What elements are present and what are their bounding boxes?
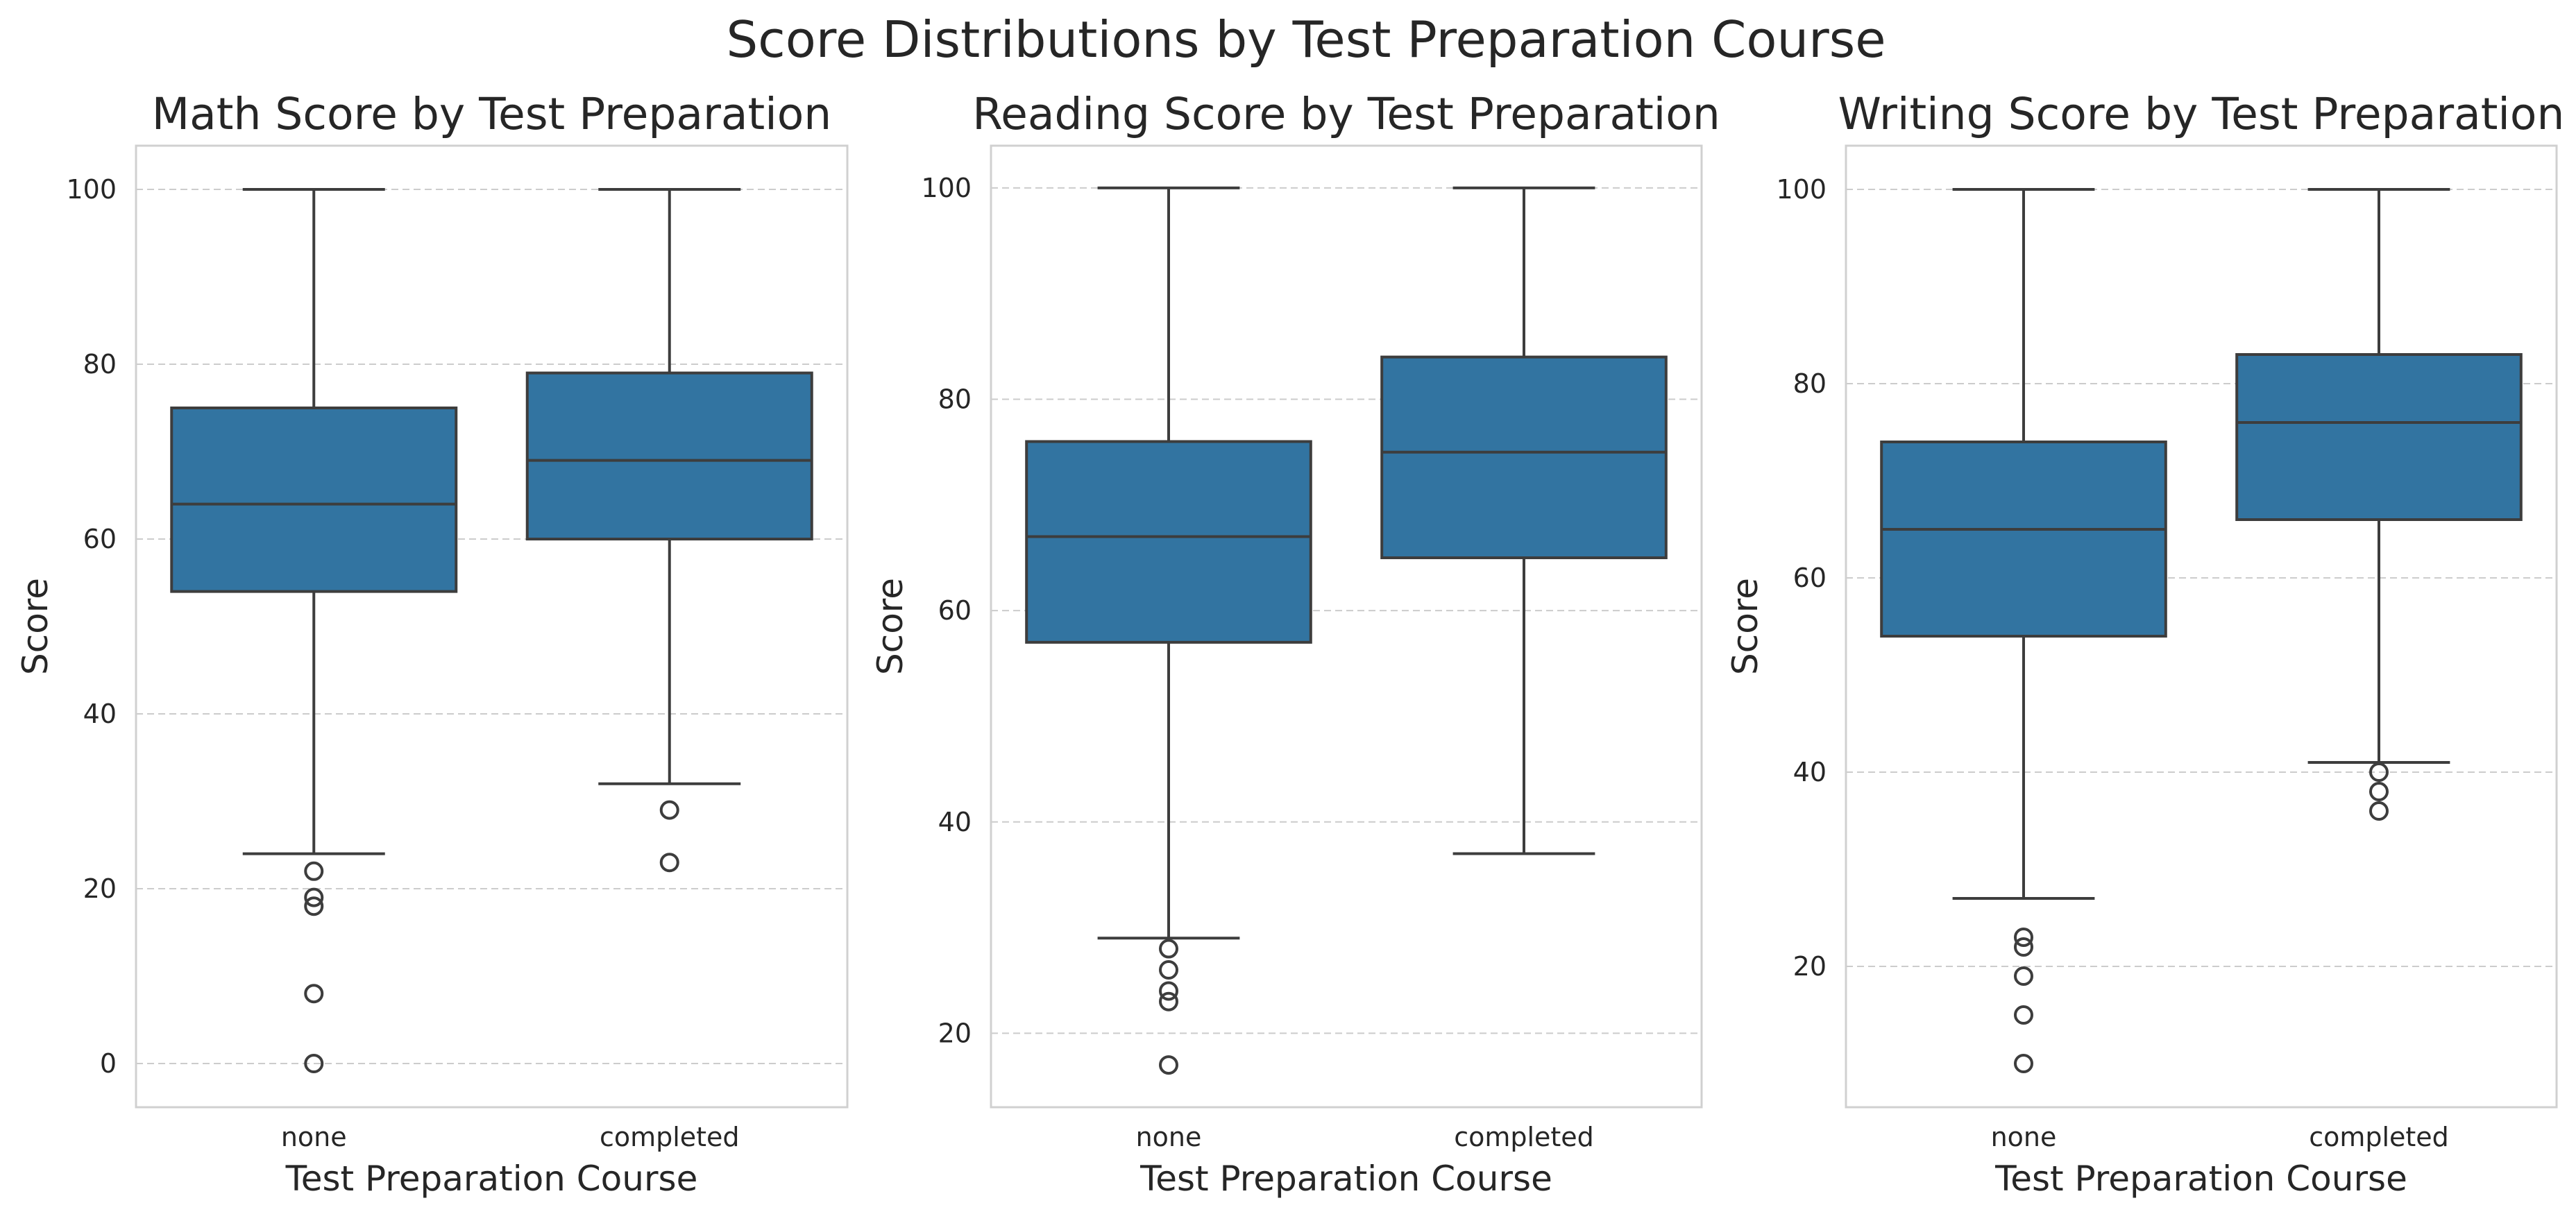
chart-title: Math Score by Test Preparation xyxy=(152,89,831,139)
chart-panel-1: 0 20 40 60 80 100 none completed Math Score by T… xyxy=(15,89,849,1199)
axes-frame xyxy=(1845,144,2558,1109)
iqr-box xyxy=(525,371,813,540)
x-tick-label: completed xyxy=(1454,1122,1594,1152)
y-tick-label: 0 xyxy=(100,1048,117,1079)
y-tick-label: 40 xyxy=(1793,757,1827,787)
outlier-point xyxy=(1159,1055,1178,1075)
chart-panels: 0 20 40 60 80 100 none completed Math Score by T… xyxy=(15,89,2564,1199)
outlier-point xyxy=(2369,762,2389,782)
box-completed xyxy=(2235,188,2523,821)
iqr-box xyxy=(1025,440,1312,644)
chart-title: Reading Score by Test Preparation xyxy=(972,89,1720,139)
y-tick-label: 100 xyxy=(66,174,117,205)
x-tick-label: completed xyxy=(2309,1122,2449,1152)
y-tick-label: 20 xyxy=(83,873,117,904)
outlier-point xyxy=(304,984,324,1004)
chart-panel-2: 20 40 60 80 100 none completed Reading Score by… xyxy=(870,89,1720,1199)
y-tick-label: 80 xyxy=(83,349,117,379)
box-none xyxy=(170,188,458,1073)
box-none xyxy=(1880,188,2167,1073)
x-axis-label: Test Preparation Course xyxy=(1139,1159,1552,1199)
outlier-point xyxy=(2369,782,2389,801)
outlier-point xyxy=(2014,1054,2033,1073)
outlier-point xyxy=(304,887,324,907)
box-completed xyxy=(1380,186,1668,855)
outlier-point xyxy=(304,861,324,881)
axes-frame xyxy=(135,144,849,1109)
y-tick-label: 100 xyxy=(921,173,972,203)
y-tick-label: 60 xyxy=(1793,563,1827,593)
y-tick-label: 100 xyxy=(1776,174,1827,205)
outlier-point xyxy=(304,1054,324,1073)
y-axis-label: Score xyxy=(15,578,56,675)
y-tick-label: 20 xyxy=(1793,951,1827,982)
outlier-point xyxy=(2014,928,2033,947)
outlier-point xyxy=(2014,966,2033,986)
y-axis-label: Score xyxy=(870,578,910,675)
outlier-point xyxy=(1159,981,1178,1001)
y-tick-label: 60 xyxy=(83,524,117,554)
outlier-point xyxy=(1159,960,1178,980)
x-axis-label: Test Preparation Course xyxy=(1994,1159,2407,1199)
iqr-box xyxy=(1880,441,2167,638)
chart-panel-3: 20 40 60 80 100 none completed Writing Score by… xyxy=(1725,89,2564,1199)
chart-title: Writing Score by Test Preparation xyxy=(1838,89,2565,139)
figure-suptitle: Score Distributions by Test Preparation … xyxy=(726,10,1886,69)
y-axis-label: Score xyxy=(1725,578,1765,675)
x-tick-label: none xyxy=(281,1122,347,1152)
outlier-point xyxy=(304,896,324,916)
y-tick-label: 80 xyxy=(938,384,972,415)
box-completed xyxy=(525,188,813,873)
x-axis-label: Test Preparation Course xyxy=(285,1159,698,1199)
box-none xyxy=(1025,186,1312,1075)
axes-frame xyxy=(990,144,1703,1109)
iqr-box xyxy=(1380,355,1668,559)
x-tick-label: completed xyxy=(600,1122,740,1152)
outlier-point xyxy=(659,800,679,820)
y-tick-label: 40 xyxy=(83,699,117,729)
outlier-point xyxy=(2369,801,2389,821)
x-tick-label: none xyxy=(1136,1122,1202,1152)
outlier-point xyxy=(1159,939,1178,959)
x-tick-label: none xyxy=(1991,1122,2057,1152)
iqr-box xyxy=(2235,353,2523,521)
y-tick-label: 60 xyxy=(938,595,972,626)
outlier-point xyxy=(659,853,679,873)
outlier-point xyxy=(2014,937,2033,957)
iqr-box xyxy=(170,407,458,593)
y-tick-label: 20 xyxy=(938,1018,972,1048)
y-tick-label: 40 xyxy=(938,807,972,837)
outlier-point xyxy=(2014,1005,2033,1025)
y-tick-label: 80 xyxy=(1793,368,1827,399)
outlier-point xyxy=(1159,991,1178,1011)
